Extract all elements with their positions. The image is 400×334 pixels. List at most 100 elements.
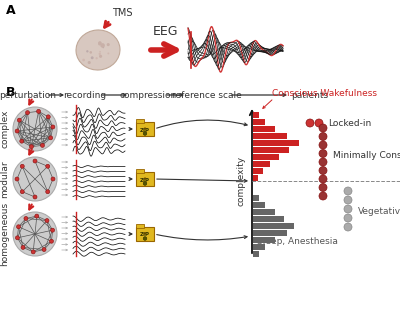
Circle shape xyxy=(102,47,104,48)
Circle shape xyxy=(16,236,20,240)
Circle shape xyxy=(88,61,91,64)
Text: patients: patients xyxy=(292,91,328,100)
Circle shape xyxy=(143,237,147,240)
Bar xyxy=(253,251,259,257)
Bar xyxy=(253,202,265,208)
Circle shape xyxy=(98,43,101,45)
Text: ZIP: ZIP xyxy=(140,128,150,133)
Circle shape xyxy=(50,239,54,243)
Circle shape xyxy=(344,187,352,195)
Circle shape xyxy=(33,159,37,163)
Circle shape xyxy=(40,143,44,147)
Circle shape xyxy=(107,43,110,46)
Circle shape xyxy=(108,52,109,54)
Circle shape xyxy=(46,164,50,168)
Circle shape xyxy=(42,247,46,252)
Text: B: B xyxy=(6,86,16,99)
FancyBboxPatch shape xyxy=(136,224,144,228)
Ellipse shape xyxy=(76,30,120,70)
FancyBboxPatch shape xyxy=(136,227,154,241)
Text: homogeneous: homogeneous xyxy=(0,202,10,266)
Text: Sleep, Anesthesia: Sleep, Anesthesia xyxy=(257,236,338,245)
Circle shape xyxy=(26,111,30,115)
Circle shape xyxy=(319,158,327,166)
Circle shape xyxy=(46,115,50,119)
Circle shape xyxy=(319,175,327,183)
Bar xyxy=(253,209,275,215)
Bar xyxy=(253,119,265,125)
FancyBboxPatch shape xyxy=(136,169,144,173)
Circle shape xyxy=(17,118,21,122)
Circle shape xyxy=(20,139,24,143)
Circle shape xyxy=(35,214,39,218)
FancyBboxPatch shape xyxy=(136,119,144,123)
Circle shape xyxy=(306,119,314,127)
Bar xyxy=(253,161,270,167)
Circle shape xyxy=(99,51,101,52)
Circle shape xyxy=(15,129,19,133)
Text: A: A xyxy=(6,4,16,17)
Circle shape xyxy=(21,245,25,249)
Circle shape xyxy=(33,195,37,199)
Circle shape xyxy=(15,177,19,181)
Bar xyxy=(253,168,263,174)
Circle shape xyxy=(13,107,57,151)
Bar xyxy=(253,237,275,243)
Circle shape xyxy=(98,41,102,45)
Text: reference scale: reference scale xyxy=(172,91,242,100)
Text: modular: modular xyxy=(0,160,10,198)
Circle shape xyxy=(315,119,323,127)
Circle shape xyxy=(319,167,327,174)
Circle shape xyxy=(344,214,352,222)
Text: compression: compression xyxy=(119,91,177,100)
Text: Conscious Wakefulness: Conscious Wakefulness xyxy=(272,90,377,99)
Circle shape xyxy=(20,190,24,194)
Text: Vegetative: Vegetative xyxy=(358,206,400,215)
Bar xyxy=(253,126,275,132)
Circle shape xyxy=(16,225,20,229)
Circle shape xyxy=(344,196,352,204)
Circle shape xyxy=(319,124,327,132)
Circle shape xyxy=(50,228,54,232)
Circle shape xyxy=(36,109,40,113)
Text: ZIP: ZIP xyxy=(140,177,150,182)
Circle shape xyxy=(319,183,327,191)
Bar xyxy=(253,147,289,153)
Circle shape xyxy=(46,190,50,194)
Circle shape xyxy=(30,145,34,149)
Circle shape xyxy=(51,125,55,129)
Bar xyxy=(253,244,265,250)
Circle shape xyxy=(90,51,92,54)
Text: EEG: EEG xyxy=(153,25,179,38)
Circle shape xyxy=(319,192,327,200)
Bar xyxy=(253,140,298,146)
Circle shape xyxy=(20,164,24,168)
Text: recording: recording xyxy=(64,91,106,100)
Bar xyxy=(253,230,286,236)
Bar xyxy=(253,154,279,160)
Bar xyxy=(253,175,258,181)
Text: Locked-in: Locked-in xyxy=(328,119,371,128)
Bar xyxy=(253,216,284,222)
Circle shape xyxy=(96,57,98,59)
Circle shape xyxy=(86,50,88,52)
Circle shape xyxy=(319,141,327,149)
Bar xyxy=(253,223,294,229)
Circle shape xyxy=(344,223,352,231)
Text: ZIP: ZIP xyxy=(140,232,150,237)
Bar xyxy=(253,133,286,139)
Circle shape xyxy=(91,56,94,59)
Circle shape xyxy=(100,43,105,48)
Circle shape xyxy=(143,132,147,135)
Circle shape xyxy=(82,59,85,61)
Circle shape xyxy=(319,150,327,158)
Circle shape xyxy=(51,177,55,181)
Text: TMS: TMS xyxy=(112,8,132,18)
Text: complexity: complexity xyxy=(236,156,245,206)
Circle shape xyxy=(344,205,352,213)
Circle shape xyxy=(49,136,53,140)
Circle shape xyxy=(24,216,28,220)
Circle shape xyxy=(13,212,57,256)
Bar xyxy=(253,112,259,118)
Circle shape xyxy=(99,55,102,58)
